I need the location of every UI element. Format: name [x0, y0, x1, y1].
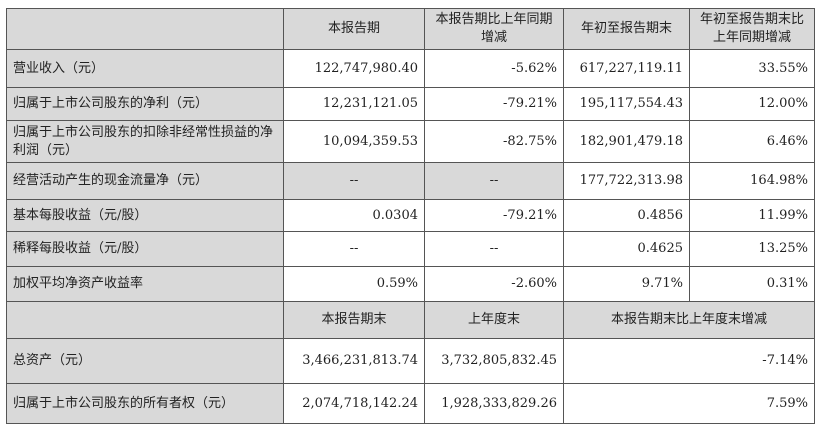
value-cell: -82.75% [424, 120, 564, 163]
value-cell: -2.60% [424, 266, 564, 302]
row-label: 稀释每股收益（元/股） [6, 231, 284, 267]
table-row: 归属于上市公司股东的扣除非经常性损益的净利润（元） 10,094,359.53 -8… [6, 120, 815, 163]
header-cell: 本报告期比上年同期增减 [424, 8, 564, 50]
row-label: 归属于上市公司股东的所有者权（元） [6, 383, 284, 424]
value-cell: 7.59% [563, 383, 815, 424]
value-cell: -- [424, 162, 564, 200]
header-cell: 上年度末 [424, 301, 564, 339]
header-cell [6, 8, 284, 50]
value-cell: -79.21% [424, 199, 564, 232]
value-cell: 122,747,980.40 [283, 49, 425, 88]
value-cell: 12.00% [689, 87, 815, 121]
row-label: 加权平均净资产收益率 [6, 266, 284, 302]
value-cell: -- [424, 231, 564, 267]
row-label: 经营活动产生的现金流量净（元） [6, 162, 284, 200]
value-cell: -7.14% [563, 338, 815, 384]
value-cell: 617,227,119.11 [563, 49, 690, 88]
value-cell: -5.62% [424, 49, 564, 88]
table-row: 加权平均净资产收益率 0.59% -2.60% 9.71% 0.31% [6, 266, 815, 302]
value-cell: 10,094,359.53 [283, 120, 425, 163]
value-cell: 0.59% [283, 266, 425, 302]
value-cell: 3,466,231,813.74 [283, 338, 425, 384]
value-cell: 182,901,479.18 [563, 120, 690, 163]
value-cell: 0.0304 [283, 199, 425, 232]
value-cell: 33.55% [689, 49, 815, 88]
header-row-2: 本报告期末 上年度末 本报告期末比上年度末增减 [6, 301, 815, 339]
value-cell: 195,117,554.43 [563, 87, 690, 121]
row-label: 营业收入（元） [6, 49, 284, 88]
header-cell [6, 301, 284, 339]
header-cell: 本报告期末比上年度末增减 [563, 301, 815, 339]
value-cell: 0.4856 [563, 199, 690, 232]
value-cell: 6.46% [689, 120, 815, 163]
value-cell: 11.99% [689, 199, 815, 232]
header-cell: 年初至报告期末 [563, 8, 690, 50]
table-row: 总资产（元） 3,466,231,813.74 3,732,805,832.45 -7… [6, 338, 815, 384]
row-label: 归属于上市公司股东的扣除非经常性损益的净利润（元） [6, 120, 284, 163]
header-row: 本报告期 本报告期比上年同期增减 年初至报告期末 年初至报告期末比上年同期增减 [6, 8, 815, 50]
value-cell: 0.31% [689, 266, 815, 302]
table-row: 营业收入（元） 122,747,980.40 -5.62% 617,227,119.1… [6, 49, 815, 88]
value-cell: 9.71% [563, 266, 690, 302]
value-cell: 2,074,718,142.24 [283, 383, 425, 424]
table-row: 归属于上市公司股东的所有者权（元） 2,074,718,142.24 1,928,3… [6, 383, 815, 424]
row-label: 归属于上市公司股东的净利（元） [6, 87, 284, 121]
table-row: 经营活动产生的现金流量净（元） -- -- 177,722,313.98 164.98% [6, 162, 815, 200]
table-row: 稀释每股收益（元/股） -- -- 0.4625 13.25% [6, 231, 815, 267]
value-cell: 3,732,805,832.45 [424, 338, 564, 384]
value-cell: 177,722,313.98 [563, 162, 690, 200]
table-row: 基本每股收益（元/股） 0.0304 -79.21% 0.4856 11.99% [6, 199, 815, 232]
value-cell: 12,231,121.05 [283, 87, 425, 121]
row-label: 总资产（元） [6, 338, 284, 384]
financial-summary-table: 本报告期 本报告期比上年同期增减 年初至报告期末 年初至报告期末比上年同期增减 营业收入… [6, 8, 815, 424]
header-cell: 本报告期 [283, 8, 425, 50]
header-cell: 本报告期末 [283, 301, 425, 339]
header-cell: 年初至报告期末比上年同期增减 [689, 8, 815, 50]
value-cell: -- [283, 162, 425, 200]
value-cell: 0.4625 [563, 231, 690, 267]
value-cell: 164.98% [689, 162, 815, 200]
value-cell: 13.25% [689, 231, 815, 267]
value-cell: 1,928,333,829.26 [424, 383, 564, 424]
table-row: 归属于上市公司股东的净利（元） 12,231,121.05 -79.21% 195,1… [6, 87, 815, 121]
value-cell: -- [283, 231, 425, 267]
value-cell: -79.21% [424, 87, 564, 121]
row-label: 基本每股收益（元/股） [6, 199, 284, 232]
